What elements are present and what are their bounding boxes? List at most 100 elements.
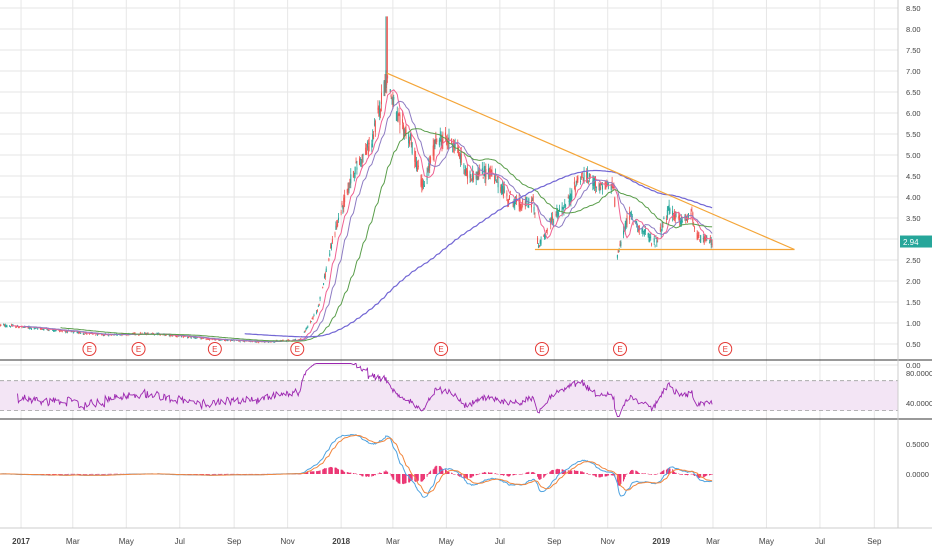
candle (454, 142, 456, 149)
macd-histogram-bar (245, 474, 247, 475)
candle (409, 134, 411, 140)
candle (661, 224, 663, 231)
price-tick-label: 2.50 (906, 256, 921, 265)
candle (319, 296, 321, 299)
candle (395, 112, 397, 121)
candle (34, 328, 36, 330)
candle (78, 332, 80, 334)
candle (565, 205, 567, 207)
candle (377, 107, 379, 110)
candle (83, 333, 85, 335)
candle (48, 330, 50, 332)
macd-histogram-bar (66, 474, 68, 475)
candle (239, 341, 241, 343)
candle (624, 223, 626, 231)
macd-histogram-bar (647, 473, 649, 475)
candle (465, 166, 467, 174)
macd-histogram-bar (494, 473, 496, 475)
candle (101, 334, 103, 336)
candle (389, 89, 391, 92)
earnings-marker (82, 342, 97, 356)
macd-histogram-bar (360, 474, 362, 476)
macd-pane[interactable] (0, 433, 713, 498)
candle (546, 229, 548, 231)
macd-histogram-bar (102, 473, 104, 475)
macd-histogram-bar (337, 468, 339, 474)
macd-histogram-bar (472, 474, 474, 477)
macd-histogram-bar (693, 474, 695, 476)
earnings-label: E (617, 345, 622, 354)
macd-histogram-bar (255, 473, 257, 475)
macd-histogram-bar (307, 471, 309, 474)
macd-histogram-bar (651, 474, 653, 475)
candle (521, 207, 523, 210)
candle (295, 339, 297, 341)
candle (459, 153, 461, 158)
candle (300, 338, 302, 340)
candle (42, 329, 44, 330)
candle (582, 178, 584, 181)
candle (678, 216, 680, 219)
candle (476, 176, 478, 178)
candle (599, 187, 601, 192)
macd-histogram-bar (495, 473, 497, 475)
macd-histogram-bar (310, 471, 312, 474)
candle (433, 144, 435, 156)
macd-histogram-bar (193, 474, 195, 475)
macd-histogram-bar (691, 473, 693, 475)
macd-histogram-bar (663, 469, 665, 474)
candle (303, 331, 305, 333)
macd-histogram-bar (243, 474, 245, 475)
candle (416, 161, 418, 169)
macd-histogram-bar (202, 474, 204, 475)
macd-histogram-bar (496, 473, 498, 475)
candle (310, 321, 312, 323)
macd-histogram-bar (47, 474, 49, 475)
macd-histogram-bar (219, 473, 221, 475)
macd-histogram-bar (41, 474, 43, 475)
rsi-pane[interactable] (0, 363, 898, 417)
candle (438, 139, 440, 146)
candle (16, 326, 18, 328)
macd-histogram-bar (72, 473, 74, 475)
candle (520, 206, 522, 208)
candle (311, 317, 313, 320)
candle (348, 188, 350, 191)
candle (181, 336, 183, 338)
candle (524, 201, 526, 207)
macd-histogram-bar (340, 469, 342, 474)
time-tick-label: Nov (281, 537, 295, 546)
macd-histogram-bar (331, 467, 333, 474)
candle (497, 181, 499, 188)
candle (338, 217, 340, 220)
macd-histogram-bar (221, 473, 223, 475)
candle (273, 341, 275, 343)
candle (483, 166, 485, 176)
price-tick-label: 5.50 (906, 130, 921, 139)
macd-histogram-bar (540, 474, 542, 479)
earnings-marker (718, 342, 733, 356)
macd-histogram-bar (188, 474, 190, 475)
macd-histogram-bar (433, 468, 435, 474)
price-tick-label: 8.50 (906, 4, 921, 13)
candle (571, 190, 573, 199)
price-tick-label: 1.50 (906, 298, 921, 307)
candle (703, 237, 705, 244)
macd-histogram-bar (305, 472, 307, 474)
candle (84, 332, 86, 334)
macd-histogram-bar (416, 474, 418, 482)
candle (341, 203, 343, 205)
candle (54, 329, 56, 331)
candle (344, 194, 346, 203)
candle (472, 170, 474, 180)
candle (475, 172, 477, 180)
candle (27, 327, 29, 328)
candle (371, 143, 373, 148)
candle (238, 340, 240, 342)
macd-histogram-bar (681, 474, 683, 475)
candle (385, 70, 387, 89)
macd-histogram-bar (489, 472, 491, 474)
